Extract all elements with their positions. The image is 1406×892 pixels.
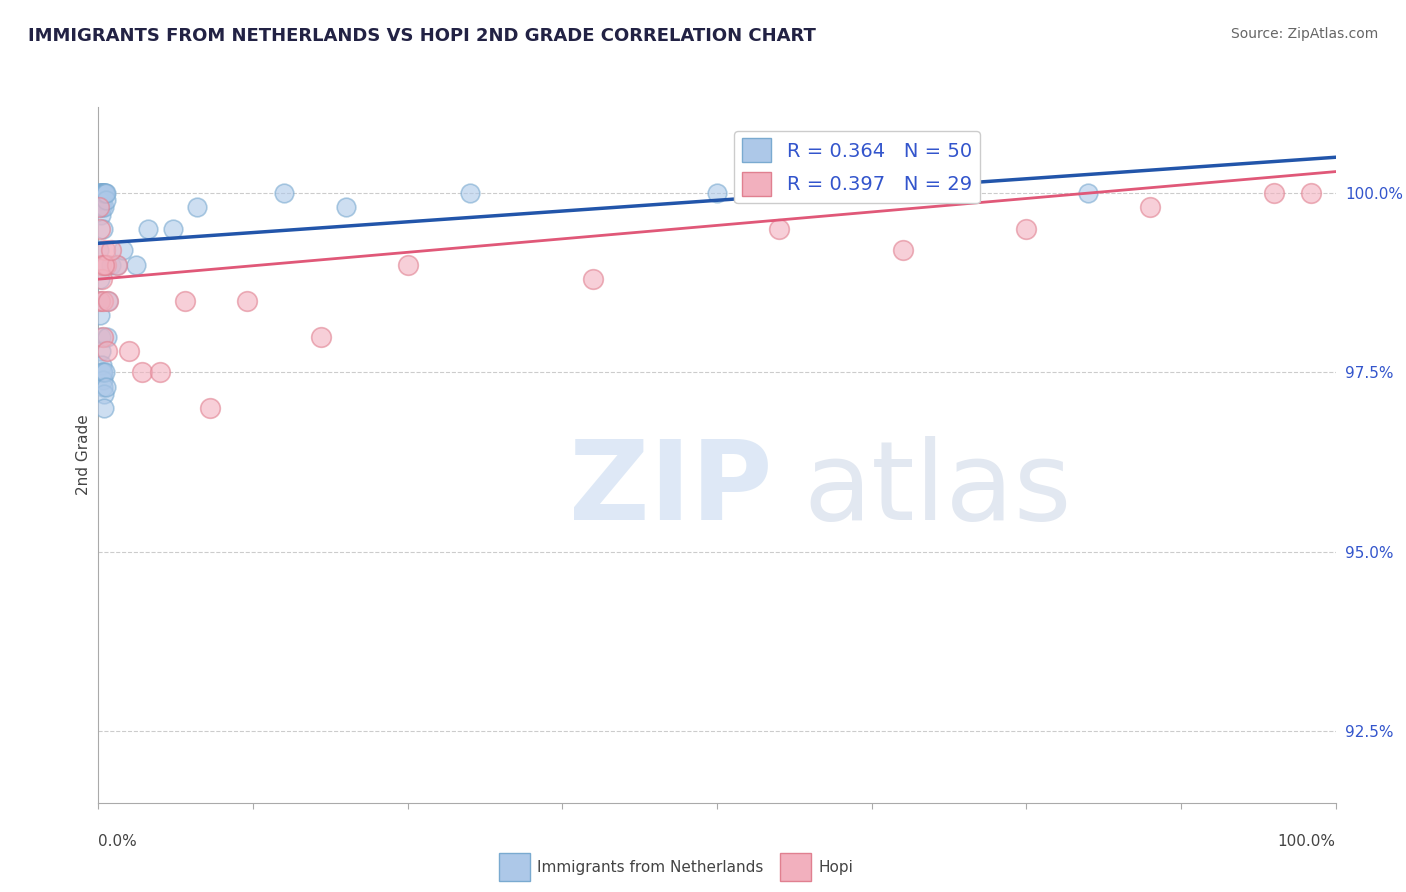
Point <box>91 366 114 380</box>
Point <box>582 272 605 286</box>
Point <box>89 244 111 258</box>
Point <box>273 186 295 200</box>
Point <box>1015 222 1038 236</box>
Point <box>97 293 120 308</box>
Point <box>90 358 112 372</box>
Point <box>396 258 419 272</box>
Point <box>87 201 110 215</box>
Point <box>89 272 111 286</box>
Text: 100.0%: 100.0% <box>1278 834 1336 849</box>
Point <box>93 387 115 401</box>
Point <box>93 293 115 308</box>
Point <box>90 329 112 343</box>
Point <box>1139 201 1161 215</box>
Point <box>91 329 114 343</box>
Point <box>1263 186 1285 200</box>
Point <box>131 366 153 380</box>
Point <box>90 186 112 200</box>
Point <box>97 293 120 308</box>
Point <box>90 186 112 200</box>
Y-axis label: 2nd Grade: 2nd Grade <box>76 415 91 495</box>
Point <box>91 272 114 286</box>
Text: IMMIGRANTS FROM NETHERLANDS VS HOPI 2ND GRADE CORRELATION CHART: IMMIGRANTS FROM NETHERLANDS VS HOPI 2ND … <box>28 27 815 45</box>
Point <box>1077 186 1099 200</box>
Point <box>162 222 184 236</box>
Point <box>91 373 114 387</box>
Point <box>198 401 221 416</box>
Point <box>89 293 111 308</box>
Point <box>891 244 914 258</box>
Point <box>93 186 115 200</box>
Point <box>105 258 128 272</box>
Point <box>136 222 159 236</box>
Point <box>94 186 117 200</box>
Point <box>100 244 122 258</box>
Point <box>93 258 115 272</box>
Point <box>89 293 111 308</box>
Point <box>118 343 141 358</box>
Point <box>93 222 115 236</box>
Point <box>91 186 114 200</box>
Point <box>236 293 259 308</box>
Point <box>94 194 117 208</box>
Point <box>96 343 118 358</box>
Point <box>309 329 332 343</box>
Text: Source: ZipAtlas.com: Source: ZipAtlas.com <box>1230 27 1378 41</box>
Point <box>93 244 115 258</box>
Point <box>100 258 122 272</box>
Point <box>89 186 111 200</box>
Point <box>768 222 790 236</box>
Point <box>90 194 112 208</box>
Point <box>1299 186 1322 200</box>
Point <box>91 380 114 394</box>
Point <box>174 293 197 308</box>
Point <box>89 194 111 208</box>
Point <box>93 401 115 416</box>
Point <box>96 329 118 343</box>
Text: ZIP: ZIP <box>568 436 772 543</box>
Text: Hopi: Hopi <box>818 860 853 874</box>
Point <box>94 258 117 272</box>
Point <box>91 201 114 215</box>
Text: atlas: atlas <box>804 436 1073 543</box>
Point <box>89 308 111 322</box>
Point <box>335 201 357 215</box>
Point <box>149 366 172 380</box>
Point <box>94 366 117 380</box>
Point <box>91 366 114 380</box>
Text: Immigrants from Netherlands: Immigrants from Netherlands <box>537 860 763 874</box>
Point <box>706 186 728 200</box>
Text: 0.0%: 0.0% <box>98 834 138 849</box>
Point <box>186 201 208 215</box>
Point <box>94 380 117 394</box>
Point <box>90 258 112 272</box>
Point <box>93 186 115 200</box>
Point <box>124 258 146 272</box>
Point <box>87 186 110 200</box>
Legend: R = 0.364   N = 50, R = 0.397   N = 29: R = 0.364 N = 50, R = 0.397 N = 29 <box>734 130 980 203</box>
Point <box>90 343 112 358</box>
Point <box>112 244 135 258</box>
Point <box>89 201 111 215</box>
Point <box>93 201 115 215</box>
Point <box>91 186 114 200</box>
Point <box>89 186 111 200</box>
Point <box>91 186 114 200</box>
Point <box>89 222 111 236</box>
Point <box>96 186 118 200</box>
Point <box>89 258 111 272</box>
Point <box>458 186 481 200</box>
Point <box>90 208 112 222</box>
Point <box>105 258 128 272</box>
